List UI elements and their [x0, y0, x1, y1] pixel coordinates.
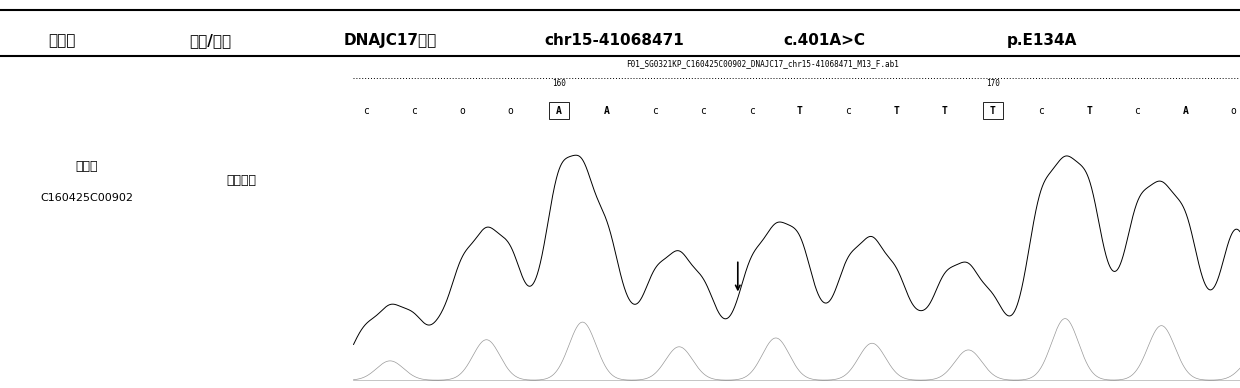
Text: 160: 160 [552, 79, 565, 88]
Text: 左某某: 左某某 [76, 160, 98, 173]
Text: DNAJC17基因: DNAJC17基因 [343, 33, 438, 48]
Text: T: T [893, 106, 899, 116]
Text: chr15-41068471: chr15-41068471 [544, 33, 683, 48]
Text: A: A [556, 106, 562, 116]
Text: 纯合/杂合: 纯合/杂合 [190, 33, 232, 48]
Text: c: c [652, 106, 658, 116]
Text: T: T [990, 106, 996, 116]
Text: A: A [1183, 106, 1188, 116]
Text: p.E134A: p.E134A [1007, 33, 1076, 48]
Text: T: T [1086, 106, 1092, 116]
Text: c: c [1135, 106, 1141, 116]
Text: T: T [941, 106, 947, 116]
Text: 杂合变异: 杂合变异 [227, 174, 257, 187]
Text: c: c [363, 106, 368, 116]
Text: A: A [604, 106, 610, 116]
Text: c: c [846, 106, 851, 116]
Text: o: o [459, 106, 465, 116]
Text: T: T [797, 106, 802, 116]
Text: o: o [1231, 106, 1236, 116]
Text: c: c [701, 106, 707, 116]
Text: c: c [749, 106, 754, 116]
Text: o: o [507, 106, 513, 116]
Text: F01_SG0321KP_C160425C00902_DNAJC17_chr15-41068471_M13_F.ab1: F01_SG0321KP_C160425C00902_DNAJC17_chr15… [626, 59, 899, 69]
Text: c: c [412, 106, 417, 116]
Text: 受检人: 受检人 [48, 33, 76, 48]
Text: c: c [1038, 106, 1044, 116]
Text: c.401A>C: c.401A>C [784, 33, 866, 48]
Text: C160425C00902: C160425C00902 [41, 193, 134, 203]
Text: 170: 170 [986, 79, 999, 88]
